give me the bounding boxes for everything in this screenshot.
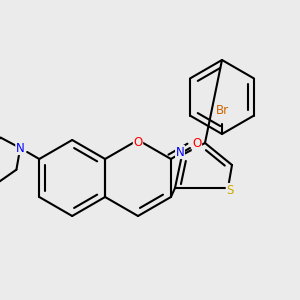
Text: N: N (16, 142, 25, 154)
Text: S: S (226, 184, 234, 196)
Text: N: N (176, 146, 184, 158)
Text: O: O (134, 136, 142, 149)
Text: O: O (192, 137, 202, 151)
Text: Br: Br (215, 103, 229, 116)
